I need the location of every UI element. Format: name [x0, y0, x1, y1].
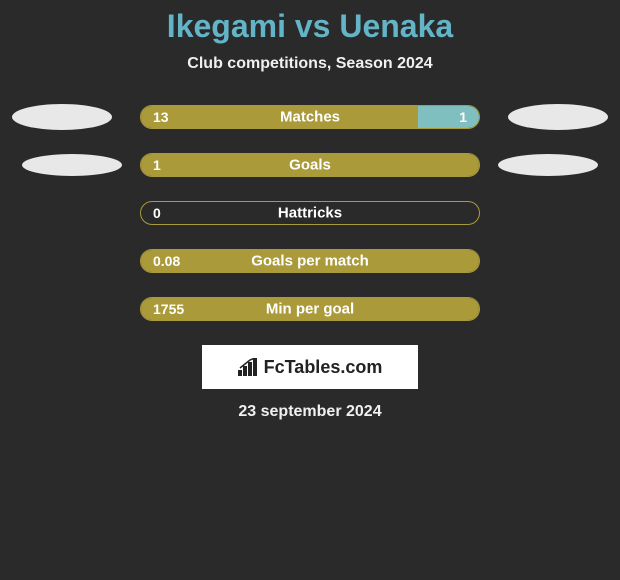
stat-left-value: 1755 — [153, 301, 184, 317]
date-text: 23 september 2024 — [0, 403, 620, 421]
logo-text: FcTables.com — [264, 357, 383, 378]
player-right-marker — [498, 250, 598, 272]
subtitle: Club competitions, Season 2024 — [0, 55, 620, 73]
stat-label: Min per goal — [266, 301, 354, 318]
comparison-card: Ikegami vs Uenaka Club competitions, Sea… — [0, 0, 620, 421]
player-left-marker — [22, 154, 122, 176]
stat-row: 0.08 Goals per match — [0, 249, 620, 273]
player-left-marker — [22, 250, 122, 272]
stat-bar: 1755 Min per goal — [140, 297, 480, 321]
stat-row: 0 Hattricks — [0, 201, 620, 225]
player-left-marker — [22, 202, 122, 224]
page-title: Ikegami vs Uenaka — [0, 8, 620, 45]
bar-fill-right — [418, 106, 479, 128]
stat-bar: 13 Matches 1 — [140, 105, 480, 129]
stat-right-value: 1 — [459, 109, 467, 125]
stat-bar: 0 Hattricks — [140, 201, 480, 225]
player-right-marker — [498, 298, 598, 320]
player-right-marker — [498, 154, 598, 176]
stat-label: Matches — [280, 109, 340, 126]
stat-label: Goals per match — [251, 253, 369, 270]
logo-box[interactable]: FcTables.com — [202, 345, 418, 389]
stat-bar: 1 Goals — [140, 153, 480, 177]
chart-icon — [238, 358, 260, 376]
stats-list: 13 Matches 1 1 Goals 0 Hattricks 0.08 Goals per … — [0, 105, 620, 321]
stat-row: 1 Goals — [0, 153, 620, 177]
stat-left-value: 0 — [153, 205, 161, 221]
stat-label: Goals — [289, 157, 331, 174]
stat-bar: 0.08 Goals per match — [140, 249, 480, 273]
stat-left-value: 13 — [153, 109, 169, 125]
stat-row: 13 Matches 1 — [0, 105, 620, 129]
player-right-marker — [508, 104, 608, 130]
stat-row: 1755 Min per goal — [0, 297, 620, 321]
stat-left-value: 0.08 — [153, 253, 180, 269]
fctables-logo: FcTables.com — [238, 357, 383, 378]
player-left-marker — [22, 298, 122, 320]
stat-left-value: 1 — [153, 157, 161, 173]
stat-label: Hattricks — [278, 205, 342, 222]
player-left-marker — [12, 104, 112, 130]
player-right-marker — [498, 202, 598, 224]
